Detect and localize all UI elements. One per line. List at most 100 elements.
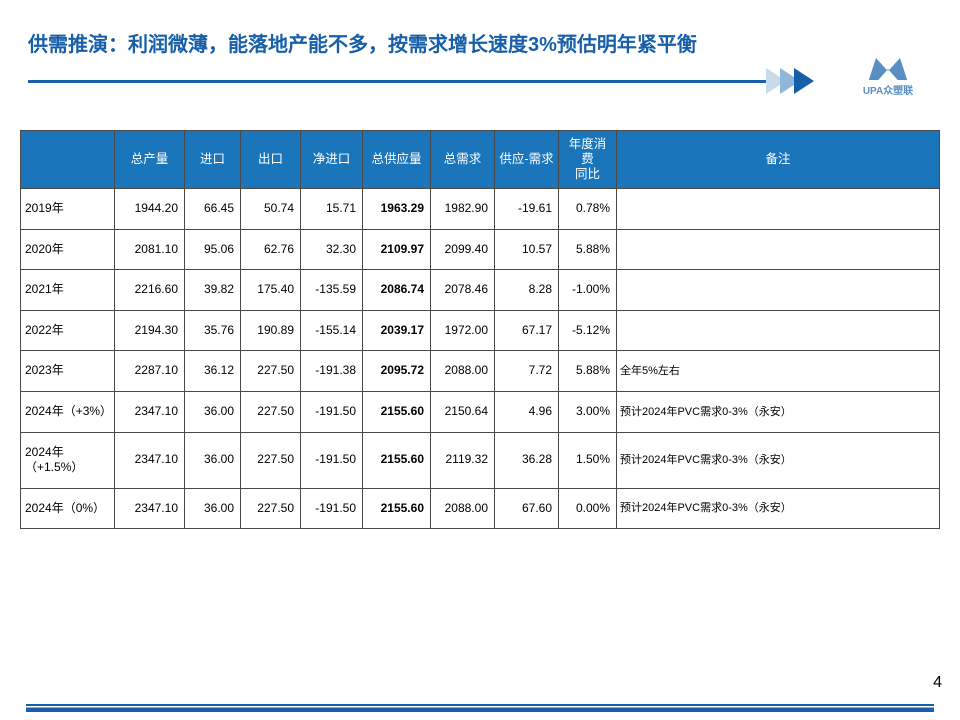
table-cell: 50.74 (241, 189, 301, 230)
table-cell: -5.12% (559, 310, 617, 351)
table-cell: 32.30 (301, 229, 363, 270)
table-header-row: 总产量 进口 出口 净进口 总供应量 总需求 供应-需求 年度消费同比 备注 (21, 131, 940, 189)
table-cell: 2081.10 (115, 229, 185, 270)
table-cell: 2021年 (21, 270, 115, 311)
table-cell: 2287.10 (115, 351, 185, 392)
table-cell (617, 229, 940, 270)
supply-demand-table: 总产量 进口 出口 净进口 总供应量 总需求 供应-需求 年度消费同比 备注 2… (20, 130, 940, 529)
table-cell: 2078.46 (431, 270, 495, 311)
table-cell: 5.88% (559, 351, 617, 392)
table-cell: -191.50 (301, 432, 363, 488)
table-cell: 67.60 (495, 488, 559, 529)
table-cell: 预计2024年PVC需求0-3%（永安） (617, 488, 940, 529)
table-cell: 全年5%左右 (617, 351, 940, 392)
logo-icon (864, 58, 912, 80)
table-cell: -135.59 (301, 270, 363, 311)
table-body: 2019年1944.2066.4550.7415.711963.291982.9… (21, 189, 940, 529)
table-cell: 预计2024年PVC需求0-3%（永安） (617, 391, 940, 432)
table-cell: 1963.29 (363, 189, 431, 230)
table-cell: 2155.60 (363, 391, 431, 432)
col-header-import: 进口 (185, 131, 241, 189)
table-cell: 0.00% (559, 488, 617, 529)
table-cell: 2086.74 (363, 270, 431, 311)
table-cell (617, 310, 940, 351)
col-header-production: 总产量 (115, 131, 185, 189)
table-cell: -1.00% (559, 270, 617, 311)
table-cell: 3.00% (559, 391, 617, 432)
table-cell: 227.50 (241, 351, 301, 392)
table-cell: 10.57 (495, 229, 559, 270)
col-header-export: 出口 (241, 131, 301, 189)
table-cell: 2020年 (21, 229, 115, 270)
table-cell: -191.38 (301, 351, 363, 392)
chevron-right-icon (794, 68, 814, 94)
table-cell: 36.00 (185, 391, 241, 432)
table-cell: 2088.00 (431, 351, 495, 392)
table-cell: 2095.72 (363, 351, 431, 392)
table-cell: 2019年 (21, 189, 115, 230)
table-cell: 2150.64 (431, 391, 495, 432)
col-header-total-demand: 总需求 (431, 131, 495, 189)
table-cell: 36.00 (185, 488, 241, 529)
table-cell: 62.76 (241, 229, 301, 270)
table-cell: 227.50 (241, 432, 301, 488)
table-cell: 2194.30 (115, 310, 185, 351)
arrow-decoration (772, 68, 814, 94)
table-cell: 2216.60 (115, 270, 185, 311)
table-cell: 1.50% (559, 432, 617, 488)
table-cell: 1982.90 (431, 189, 495, 230)
table-cell: 2023年 (21, 351, 115, 392)
logo-text: UPA众塑联 (863, 82, 913, 97)
table-row: 2020年2081.1095.0662.7632.302109.972099.4… (21, 229, 940, 270)
table-cell: 95.06 (185, 229, 241, 270)
table-cell: 39.82 (185, 270, 241, 311)
table-cell: 2155.60 (363, 488, 431, 529)
table-cell: 2039.17 (363, 310, 431, 351)
table-cell: 2024年（0%） (21, 488, 115, 529)
slide-title: 供需推演：利润微薄，能落地产能不多，按需求增长速度3%预估明年紧平衡 (28, 28, 697, 57)
table-cell: 2347.10 (115, 432, 185, 488)
table-cell: -191.50 (301, 488, 363, 529)
table-cell: 2088.00 (431, 488, 495, 529)
table-cell: 2024年（+3%） (21, 391, 115, 432)
supply-demand-table-container: 总产量 进口 出口 净进口 总供应量 总需求 供应-需求 年度消费同比 备注 2… (20, 130, 940, 529)
table-cell: 2155.60 (363, 432, 431, 488)
table-row: 2019年1944.2066.4550.7415.711963.291982.9… (21, 189, 940, 230)
table-row: 2024年（0%）2347.1036.00227.50-191.502155.6… (21, 488, 940, 529)
table-cell: 预计2024年PVC需求0-3%（永安） (617, 432, 940, 488)
col-header-yoy: 年度消费同比 (559, 131, 617, 189)
table-cell: 15.71 (301, 189, 363, 230)
table-cell: 8.28 (495, 270, 559, 311)
col-header-supply-demand: 供应-需求 (495, 131, 559, 189)
table-cell: 67.17 (495, 310, 559, 351)
table-cell (617, 189, 940, 230)
brand-logo: UPA众塑联 (842, 58, 934, 100)
table-cell: 2024年（+1.5%） (21, 432, 115, 488)
table-cell: 227.50 (241, 391, 301, 432)
table-cell: 2022年 (21, 310, 115, 351)
table-cell: 175.40 (241, 270, 301, 311)
footer-line (26, 705, 934, 712)
table-cell: 35.76 (185, 310, 241, 351)
table-cell: 0.78% (559, 189, 617, 230)
table-cell: 36.12 (185, 351, 241, 392)
table-cell: 1972.00 (431, 310, 495, 351)
col-header-net-import: 净进口 (301, 131, 363, 189)
table-cell: 5.88% (559, 229, 617, 270)
table-cell: 2347.10 (115, 391, 185, 432)
table-cell: 4.96 (495, 391, 559, 432)
table-cell: -191.50 (301, 391, 363, 432)
table-cell: -19.61 (495, 189, 559, 230)
col-header-total-supply: 总供应量 (363, 131, 431, 189)
title-underline (28, 80, 768, 83)
table-cell: 190.89 (241, 310, 301, 351)
table-cell (617, 270, 940, 311)
table-cell: 66.45 (185, 189, 241, 230)
table-cell: 2119.32 (431, 432, 495, 488)
table-row: 2024年（+3%）2347.1036.00227.50-191.502155.… (21, 391, 940, 432)
col-header-year (21, 131, 115, 189)
table-cell: 2099.40 (431, 229, 495, 270)
table-cell: -155.14 (301, 310, 363, 351)
table-row: 2021年2216.6039.82175.40-135.592086.74207… (21, 270, 940, 311)
table-cell: 2347.10 (115, 488, 185, 529)
